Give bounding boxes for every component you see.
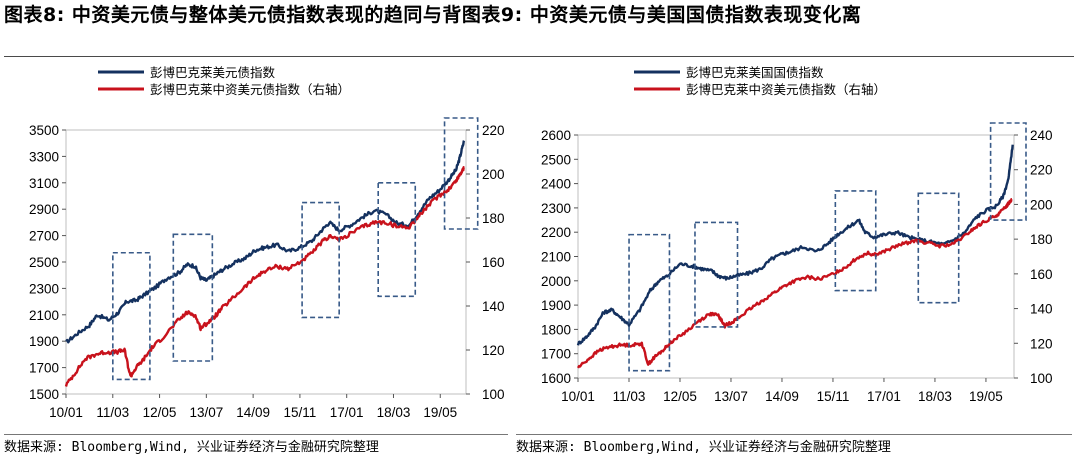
y-left-tick-label: 3300 [29, 149, 59, 164]
y-right-tick-label: 120 [482, 343, 505, 358]
y-right-tick-label: 100 [482, 387, 505, 402]
source-rule-left [4, 434, 508, 435]
x-tick-label: 18/03 [377, 405, 411, 420]
x-tick-label: 17/01 [867, 389, 901, 404]
chart-left: 1500 1700 1900 2100 2300 2500 2700 2900 3100 3300… [29, 65, 505, 420]
x-tick-label: 12/05 [143, 405, 177, 420]
y-right-tick-label: 200 [1030, 197, 1053, 212]
x-tick-label: 19/05 [423, 405, 457, 420]
legend-label: 彭博巴克莱中资美元债指数（右轴） [150, 82, 350, 97]
legend-label: 彭博巴克莱中资美元债指数（右轴） [686, 82, 886, 97]
y-left-tick-label: 3100 [29, 176, 59, 191]
source-note-left: 数据来源: Bloomberg,Wind, 兴业证券经济与金融研究院整理 [4, 440, 379, 455]
y-left-tick-label: 2500 [29, 255, 59, 270]
y-right-tick-label: 160 [1030, 267, 1053, 282]
plot-frame [577, 134, 1015, 379]
highlight-box [834, 190, 877, 292]
y-left-tick-label: 2100 [29, 308, 59, 323]
legend-label: 彭博巴克莱美元债指数 [150, 65, 276, 80]
y-left-tick-label: 1600 [541, 371, 571, 386]
y-right-tick-label: 220 [1030, 163, 1053, 178]
y-left-tick-label: 2100 [541, 250, 571, 265]
y-left-tick-label: 2200 [541, 225, 571, 240]
y-right-tick-label: 240 [1030, 128, 1053, 143]
y-right-tick-label: 220 [482, 123, 505, 138]
x-tick-label: 14/09 [236, 405, 270, 420]
x-tick-label: 11/03 [96, 405, 129, 420]
highlight-box [172, 233, 214, 362]
y-left-tick-label: 2500 [541, 152, 571, 167]
x-tick-label: 19/05 [969, 389, 1003, 404]
x-tick-label: 10/01 [561, 389, 595, 404]
y-right-tick-label: 200 [482, 167, 505, 182]
series-line-benchmark [576, 144, 1014, 346]
y-left-tick-label: 2700 [29, 229, 59, 244]
x-tick-label: 13/07 [714, 389, 748, 404]
highlight-box [917, 192, 960, 304]
y-left-tick-label: 2300 [29, 281, 59, 296]
x-tick-label: 13/07 [189, 405, 223, 420]
figure-title: 图表8: 中资美元债与整体美元债指数表现的趋同与背图表9: 中资美元债与美国国债… [4, 4, 862, 26]
x-tick-label: 14/09 [765, 389, 799, 404]
y-left-tick-label: 2300 [541, 201, 571, 216]
chart-right: 1600 1700 1800 1900 2000 2100 2200 2300 2400 2500… [541, 65, 1053, 404]
y-left-tick-label: 1700 [29, 361, 59, 376]
x-tick-label: 15/11 [284, 405, 317, 420]
x-tick-label: 10/01 [49, 405, 83, 420]
y-left-tick-label: 2900 [29, 202, 59, 217]
source-note-right: 数据来源: Bloomberg,Wind, 兴业证券经济与金融研究院整理 [516, 440, 891, 455]
y-left-tick-label: 1900 [29, 334, 59, 349]
y-right-tick-label: 120 [1030, 336, 1053, 351]
highlight-box [112, 251, 151, 381]
legend-label: 彭博巴克莱美国国债指数 [686, 65, 824, 80]
highlight-box [377, 182, 417, 298]
x-tick-label: 11/03 [613, 389, 646, 404]
y-right-tick-label: 140 [1030, 302, 1053, 317]
y-left-tick-label: 1800 [541, 322, 571, 337]
highlight-box [628, 233, 671, 372]
x-tick-label: 15/11 [817, 389, 850, 404]
y-right-tick-label: 140 [482, 299, 505, 314]
highlight-box [989, 122, 1027, 221]
y-left-tick-label: 2600 [541, 128, 571, 143]
x-tick-label: 18/03 [918, 389, 952, 404]
series-line-china-usd-bond [64, 166, 465, 387]
y-right-tick-label: 180 [1030, 232, 1053, 247]
x-tick-label: 12/05 [663, 389, 697, 404]
y-right-tick-label: 180 [482, 211, 505, 226]
y-left-tick-label: 1900 [541, 298, 571, 313]
y-left-tick-label: 1500 [29, 387, 59, 402]
highlight-box [301, 201, 340, 319]
source-rule-right [516, 434, 1072, 435]
y-left-tick-label: 2400 [541, 177, 571, 192]
y-left-tick-label: 2000 [541, 274, 571, 289]
y-left-tick-label: 1700 [541, 347, 571, 362]
y-right-tick-label: 100 [1030, 371, 1053, 386]
x-tick-label: 17/01 [330, 405, 364, 420]
highlight-box [694, 221, 739, 328]
series-line-benchmark [65, 140, 466, 344]
series-line-china-usd-bond [576, 198, 1013, 369]
highlight-box [443, 117, 479, 230]
y-left-tick-label: 3500 [29, 123, 59, 138]
y-right-tick-label: 160 [482, 255, 505, 270]
title-rule [4, 56, 1074, 57]
